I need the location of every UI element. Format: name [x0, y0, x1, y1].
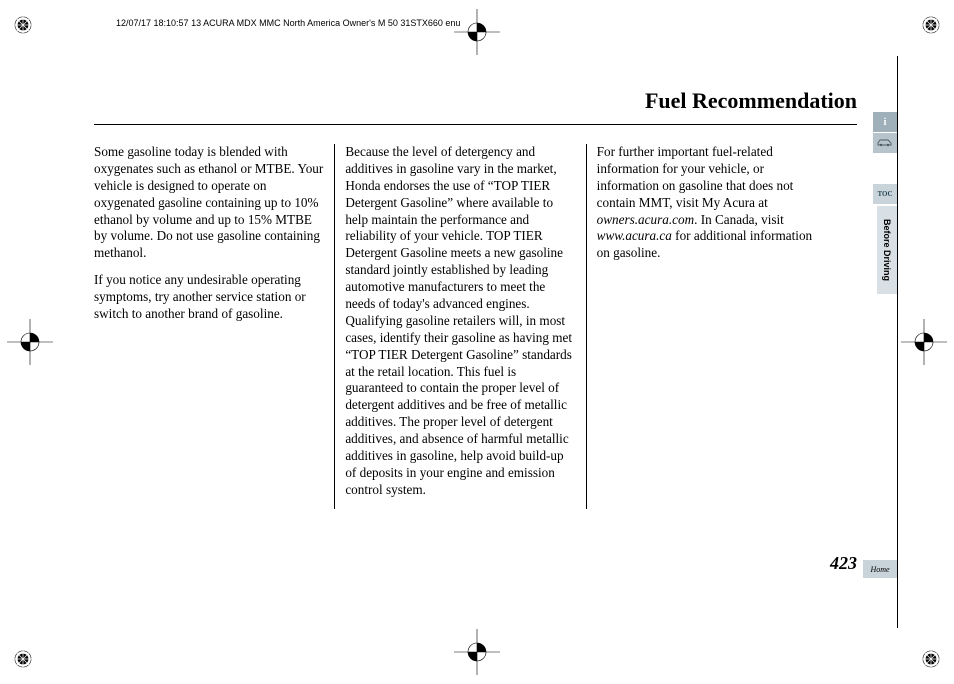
- car-icon: [876, 137, 894, 150]
- tab-info[interactable]: i: [873, 112, 897, 132]
- page-frame: Fuel Recommendation Some gasoline today …: [56, 56, 898, 628]
- registration-mark-icon: [454, 629, 500, 675]
- text-fragment: For further important fuel-related infor…: [597, 144, 794, 210]
- tab-toc[interactable]: TOC: [873, 184, 897, 204]
- link-text[interactable]: www.acura.ca: [597, 228, 672, 243]
- text-fragment: . In Canada, visit: [694, 212, 784, 227]
- crop-mark-icon: [922, 650, 940, 668]
- crop-mark-icon: [14, 650, 32, 668]
- body-text: Some gasoline today is blended with oxyg…: [94, 144, 324, 262]
- body-text: Because the level of detergency and addi…: [345, 144, 575, 499]
- column-1: Some gasoline today is blended with oxyg…: [94, 144, 335, 509]
- link-text[interactable]: owners.acura.com: [597, 212, 694, 227]
- info-icon: i: [884, 117, 887, 128]
- content-columns: Some gasoline today is blended with oxyg…: [94, 144, 837, 509]
- print-header-meta: 12/07/17 18:10:57 13 ACURA MDX MMC North…: [116, 18, 460, 28]
- crop-mark-icon: [14, 16, 32, 34]
- registration-mark-icon: [901, 319, 947, 365]
- registration-mark-icon: [7, 319, 53, 365]
- tab-vehicle[interactable]: [873, 133, 897, 153]
- page-number: 423: [830, 553, 857, 574]
- registration-mark-icon: [454, 9, 500, 55]
- page-title: Fuel Recommendation: [645, 88, 857, 114]
- side-tabs: i: [873, 112, 897, 154]
- tab-home[interactable]: Home: [863, 560, 897, 578]
- crop-mark-icon: [922, 16, 940, 34]
- title-divider: [94, 124, 857, 125]
- body-text: For further important fuel-related infor…: [597, 144, 827, 262]
- tab-section-before-driving[interactable]: Before Driving: [877, 206, 897, 294]
- column-2: Because the level of detergency and addi…: [335, 144, 586, 509]
- column-3: For further important fuel-related infor…: [587, 144, 837, 509]
- body-text: If you notice any undesirable operating …: [94, 272, 324, 323]
